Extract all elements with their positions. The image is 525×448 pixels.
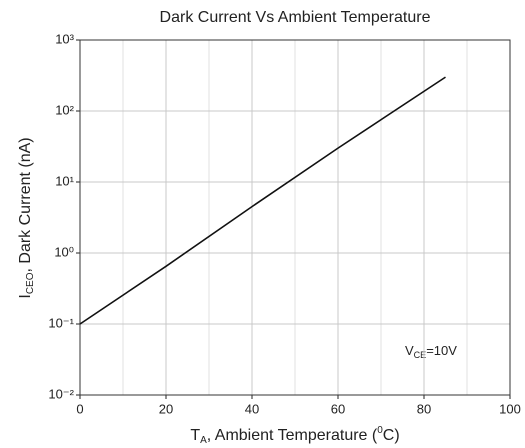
x-tick-label: 0 xyxy=(76,401,83,416)
x-tick-label: 100 xyxy=(499,401,521,416)
y-axis-label: ICEO, Dark Current (nA) xyxy=(17,137,35,298)
y-tick-label: 10⁻¹ xyxy=(48,315,74,330)
plot-frame xyxy=(79,39,511,396)
x-tick-label: 40 xyxy=(245,401,259,416)
chart-title: Dark Current Vs Ambient Temperature xyxy=(160,9,431,26)
y-tick-label: 10⁻² xyxy=(48,386,74,401)
x-tick-label: 60 xyxy=(331,401,345,416)
y-tick-label: 10¹ xyxy=(55,173,74,188)
x-tick-label: 80 xyxy=(417,401,431,416)
y-tick-label: 10² xyxy=(55,102,74,117)
x-axis-label: TA, Ambient Temperature (0C) xyxy=(190,425,399,446)
data-line xyxy=(79,76,446,325)
annotation: VCE=10V xyxy=(405,343,457,360)
x-tick-label: 20 xyxy=(159,401,173,416)
y-tick-label: 10³ xyxy=(55,31,74,46)
y-tick-label: 10⁰ xyxy=(54,244,74,259)
